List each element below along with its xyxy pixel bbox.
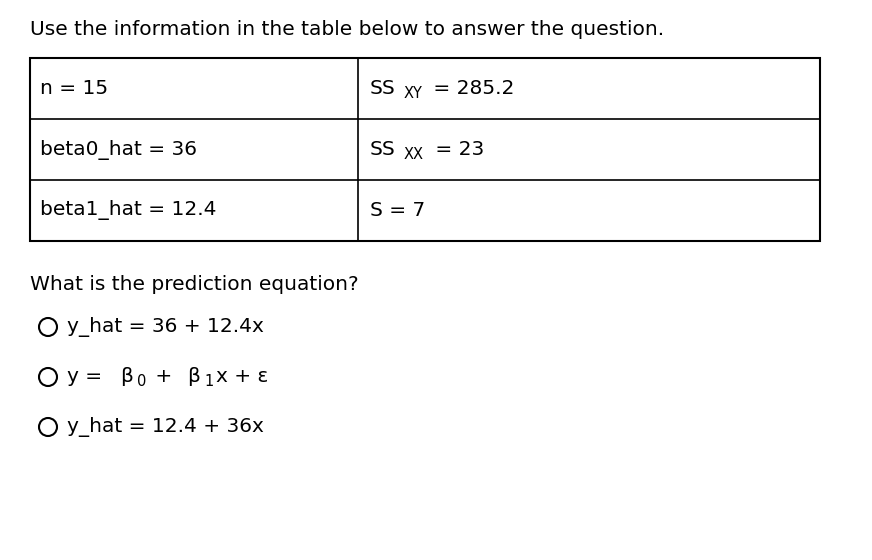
Text: = 23: = 23 — [429, 140, 484, 159]
Text: +: + — [149, 367, 179, 386]
Text: SS: SS — [370, 79, 396, 98]
Text: x + ε: x + ε — [216, 367, 269, 386]
Text: 1: 1 — [204, 375, 214, 390]
Text: SS: SS — [370, 140, 396, 159]
Text: y_hat = 36 + 12.4x: y_hat = 36 + 12.4x — [67, 317, 264, 337]
Text: β: β — [187, 367, 201, 386]
Text: XX: XX — [403, 147, 423, 162]
Text: = 285.2: = 285.2 — [427, 79, 514, 98]
Text: β: β — [120, 367, 133, 386]
Text: y =: y = — [67, 367, 108, 386]
Text: Use the information in the table below to answer the question.: Use the information in the table below t… — [30, 20, 664, 39]
Text: beta1_hat = 12.4: beta1_hat = 12.4 — [40, 200, 216, 221]
Circle shape — [39, 318, 57, 336]
Bar — [30, 58, 820, 241]
Text: XY: XY — [403, 86, 422, 101]
Circle shape — [39, 368, 57, 386]
Text: y_hat = 12.4 + 36x: y_hat = 12.4 + 36x — [67, 417, 264, 437]
Circle shape — [39, 418, 57, 436]
Text: S = 7: S = 7 — [370, 201, 425, 220]
Text: beta0_hat = 36: beta0_hat = 36 — [40, 139, 197, 160]
Text: What is the prediction equation?: What is the prediction equation? — [30, 275, 358, 294]
Text: 0: 0 — [137, 375, 146, 390]
Text: n = 15: n = 15 — [40, 79, 108, 98]
